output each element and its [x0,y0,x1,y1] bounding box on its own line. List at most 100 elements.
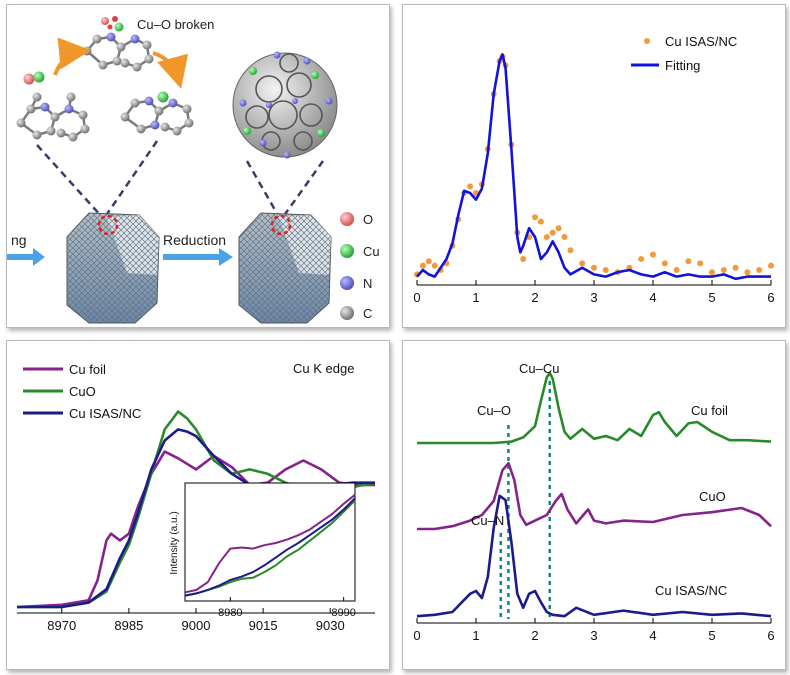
schematic-panel: Cu–O broken [6,4,390,328]
arrow-curved-left [53,37,91,76]
data-point-cu-isas-nc [520,256,527,262]
legend: Cu ISAS/NC Fitting [631,34,737,73]
data-point-cu-isas-nc [425,258,432,265]
chart-title: Cu K edge [293,361,354,376]
legend-n-atom [340,276,354,290]
x-tick-label-6: 6 [767,290,774,305]
data-point-cu-isas-nc [744,269,751,276]
x-tick-label-1: 1 [472,290,479,305]
data-point-cu-isas-nc [732,264,739,271]
x-tick-label-4: 4 [649,628,656,643]
exafs-fit-panel: 0 1 2 3 4 5 6 Cu ISAS/NC Fitting [402,4,786,328]
x-axis-ticks: 0 1 2 3 4 5 6 [413,618,775,643]
carbon-cage-ball [232,51,338,159]
series-label-cu-foil: Cu foil [691,403,728,418]
reduction-label: Reduction [163,232,226,248]
x-tick-label-2: 2 [531,290,538,305]
series-line-cu-foil [16,450,375,609]
data-point-cu-isas-nc [638,256,645,262]
x-tick-label-5: 5 [708,628,715,643]
data-point-cu-isas-nc [661,260,668,267]
x-tick-label-4: 4 [649,290,656,305]
data-point-cu-isas-nc [537,218,544,225]
inset-series-line-cu-foil [184,494,356,594]
plot-series [414,53,774,281]
series-line-cu-isas-nc [416,494,772,618]
inset-x-tick-label-8990: 8990 [331,607,355,619]
data-point-cu-isas-nc [650,251,656,258]
data-point-cu-isas-nc [543,234,550,240]
x-tick-label-9000: 9000 [182,618,211,633]
x-axis-ticks: 8970 8985 9000 9015 9030 [47,608,345,633]
zoom-lines-left [36,140,159,218]
zoom-lines-right [245,160,325,218]
series-label-cu-isas: Cu ISAS/NC [655,583,727,598]
series-line-cu-foil [417,371,772,445]
series-label-cuo: CuO [699,489,726,504]
data-point-cu-isas-nc [555,225,562,232]
inset-y-label: Intensity (a.u.) [169,511,180,574]
annotation-cu-n: Cu–N [471,513,504,528]
inset-x-ticks: 8980 8990 [218,597,356,619]
legend-c-atom [340,306,354,320]
x-tick-label-0: 0 [413,290,420,305]
inset-series-line-cu-isas-nc [184,497,356,597]
x-tick-label-5: 5 [708,290,715,305]
legend-n-label: N [363,276,372,291]
series-line-cuo [417,461,772,531]
molecule-left [16,71,90,142]
legend-label-data: Cu ISAS/NC [665,34,737,49]
x-tick-label-6: 6 [767,628,774,643]
data-point-cu-isas-nc [709,269,715,276]
ft-exafs-panel: 0 1 2 3 4 5 6 Cu–Cu Cu–O Cu–N Cu foil CuO Cu I… [402,340,786,670]
arrow-right-blue [163,248,233,266]
legend-cu-atom [340,244,354,258]
polyhedron-left [66,212,160,324]
data-point-cu-isas-nc [720,267,727,273]
legend-cu-label: Cu [363,244,380,259]
x-tick-label-8970: 8970 [47,618,76,633]
inset-frame [184,482,356,602]
data-point-cu-isas-nc [697,260,704,267]
x-tick-label-3: 3 [590,628,597,643]
legend-marker-dots [644,38,650,44]
data-point-cu-isas-nc [756,267,763,273]
arrow-left-label: ng [11,232,27,248]
x-tick-label-3: 3 [590,290,597,305]
legend-o-atom [340,212,354,226]
schematic-figure: Cu–O broken [7,16,380,324]
x-tick-label-1: 1 [472,628,479,643]
inset-series [184,494,356,597]
legend-c-label: C [363,306,372,321]
legend-o-label: O [363,212,373,227]
legend: Cu foil CuO Cu ISAS/NC [23,362,141,421]
inset-x-tick-label-8980: 8980 [218,607,242,619]
ft-exafs-chart: 0 1 2 3 4 5 6 Cu–Cu Cu–O Cu–N Cu foil CuO Cu I… [413,361,775,643]
data-point-cu-isas-nc [591,264,597,271]
x-tick-label-2: 2 [531,628,538,643]
inset-chart: Intensity (a.u.) 8980 8990 [169,482,356,619]
x-tick-label-9015: 9015 [249,618,278,633]
legend-label-cu-isas: Cu ISAS/NC [69,406,141,421]
data-point-cu-isas-nc [685,258,692,265]
data-point-cu-isas-nc [419,262,426,269]
data-point-cu-isas-nc [602,267,609,273]
atom-legend: O Cu N C [340,212,380,321]
annotation-cu-o: Cu–O [477,403,511,418]
molecule-right [120,91,194,136]
annotation-cu-cu: Cu–Cu [519,361,559,376]
x-tick-label-8985: 8985 [114,618,143,633]
x-axis-ticks: 0 1 2 3 4 5 6 [413,280,775,305]
data-point-cu-isas-nc [579,260,586,267]
xanes-chart: 8970 8985 9000 9015 9030 Cu K edge Cu foil C… [16,361,376,633]
legend-label-fit: Fitting [665,58,700,73]
xanes-panel: 8970 8985 9000 9015 9030 Cu K edge Cu foil C… [6,340,390,670]
arrow-curved-right [152,51,189,89]
data-point-cu-isas-nc [567,247,574,254]
series-line-fitting [416,53,771,281]
plot-series [416,371,772,618]
data-point-cu-isas-nc [549,229,556,236]
data-point-cu-isas-nc [561,234,568,240]
data-point-cu-isas-nc [768,262,774,269]
arrow-left-blue [7,248,45,266]
